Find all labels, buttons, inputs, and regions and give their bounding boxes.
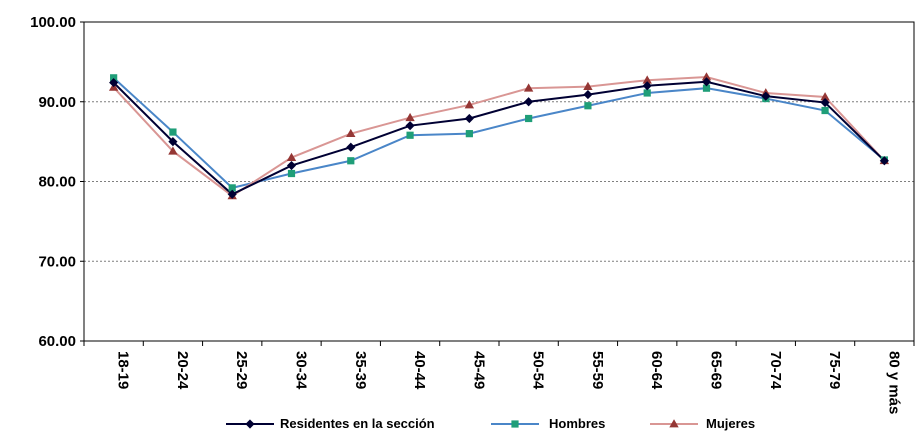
data-point: [761, 91, 771, 101]
data-point: [406, 131, 414, 139]
y-tick-label: 100.00: [30, 14, 76, 31]
x-tick-label: 35-39: [352, 351, 369, 389]
data-point: [511, 420, 519, 428]
data-point: [583, 81, 593, 90]
x-tick-label: 55-59: [589, 351, 606, 389]
data-point: [583, 90, 593, 100]
data-point: [879, 156, 889, 166]
x-tick-label: 65-69: [708, 351, 725, 389]
data-point: [109, 78, 119, 88]
data-point: [525, 114, 533, 123]
plot-area-frame: [83, 21, 915, 342]
data-point: [523, 83, 534, 92]
data-point: [286, 160, 297, 171]
legend-label: Mujeres: [706, 416, 755, 431]
series-line: [112, 77, 885, 189]
y-tick-label: 80.00: [38, 174, 76, 191]
data-point: [464, 113, 474, 124]
legend-label: Hombres: [549, 416, 605, 431]
y-axis-ticks: 60.00 70.00 80.00 90.00 100.00: [30, 14, 84, 350]
legend-label: Residentes en la sección: [280, 416, 435, 431]
data-point: [643, 89, 651, 97]
x-tick-label: 80 y más: [885, 351, 902, 414]
data-point: [169, 128, 177, 136]
series-group: [108, 72, 890, 200]
data-point: [346, 142, 356, 152]
legend-item: Hombres: [491, 416, 605, 431]
data-point: [669, 419, 679, 428]
y-tick-label: 60.00: [38, 333, 76, 350]
y-tick-label: 90.00: [38, 94, 76, 111]
x-tick-label: 50-54: [530, 351, 547, 390]
legend-item: Mujeres: [650, 416, 755, 431]
data-point: [168, 137, 178, 147]
x-tick-label: 30-34: [293, 351, 310, 390]
x-tick-label: 20-24: [174, 351, 191, 390]
series-line: [112, 80, 886, 196]
data-point: [245, 419, 255, 429]
x-tick-label: 45-49: [470, 351, 487, 389]
data-point: [642, 81, 652, 91]
x-tick-label: 25-29: [233, 351, 250, 389]
x-tick-label: 70-74: [767, 351, 784, 390]
x-tick-label: 18-19: [115, 351, 132, 389]
data-point: [347, 157, 355, 165]
data-point: [405, 112, 415, 122]
x-axis-ticks: 18-19 20-24 25-29 30-34 35-39 40-44 45-49 50-54…: [83, 341, 915, 414]
x-tick-label: 60-64: [648, 351, 665, 390]
x-tick-label: 40-44: [411, 351, 428, 390]
data-point: [701, 77, 712, 87]
data-point: [524, 97, 534, 107]
y-tick-label: 70.00: [38, 253, 76, 270]
data-point: [465, 130, 473, 138]
data-point: [346, 128, 356, 138]
data-point: [464, 100, 475, 109]
data-point: [405, 121, 415, 131]
legend-item: Residentes en la sección: [226, 416, 435, 431]
data-point: [227, 189, 237, 199]
data-point: [287, 169, 296, 178]
x-tick-label: 75-79: [826, 351, 843, 389]
legend: Residentes en la sección Hombres Mujeres: [226, 416, 755, 431]
data-point: [168, 146, 178, 155]
data-point: [286, 152, 297, 161]
data-point: [820, 97, 830, 108]
data-point: [821, 106, 829, 115]
data-point: [584, 102, 592, 110]
